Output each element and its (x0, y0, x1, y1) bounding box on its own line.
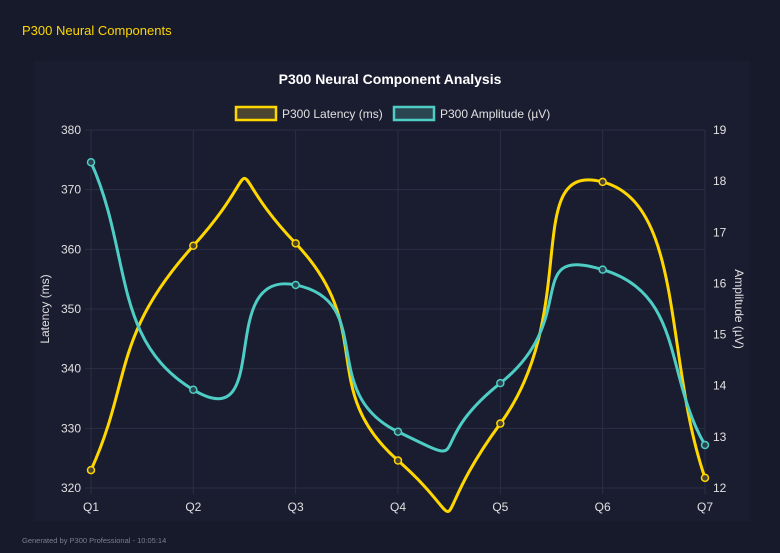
y2-tick-label: 19 (713, 123, 727, 137)
chart-card (34, 61, 750, 521)
data-point (291, 280, 300, 290)
y2-axis-label: Amplitude (µV) (732, 269, 746, 349)
y2-tick-label: 17 (713, 225, 727, 239)
legend-swatch (392, 105, 436, 122)
footer-text: Generated by P300 Professional - 10:05:1… (22, 536, 167, 545)
x-tick-label: Q2 (185, 500, 201, 514)
page-title: P300 Neural Components (22, 23, 172, 38)
y2-tick-label: 15 (713, 328, 727, 342)
y-tick-label: 330 (61, 421, 81, 435)
x-tick-label: Q6 (595, 500, 611, 514)
y-tick-label: 320 (61, 481, 81, 495)
x-tick-label: Q3 (288, 500, 304, 514)
legend-swatch (234, 105, 278, 122)
x-tick-label: Q1 (83, 500, 99, 514)
y2-tick-label: 12 (713, 481, 727, 495)
y-tick-label: 360 (61, 242, 81, 256)
x-tick-label: Q4 (390, 500, 406, 514)
y-tick-label: 370 (61, 183, 81, 197)
data-point (86, 157, 96, 167)
y2-tick-label: 18 (713, 174, 727, 188)
data-point (496, 378, 505, 388)
data-point (598, 177, 607, 187)
data-point (189, 385, 198, 395)
y2-tick-label: 16 (713, 276, 727, 290)
data-point (189, 241, 198, 251)
y-axis-label: Latency (ms) (38, 274, 52, 343)
x-tick-label: Q5 (492, 500, 508, 514)
legend-label: P300 Amplitude (µV) (440, 107, 550, 121)
data-point (598, 265, 607, 274)
data-point (86, 465, 96, 475)
y2-tick-label: 14 (713, 379, 727, 393)
data-point (393, 427, 403, 436)
legend-label: P300 Latency (ms) (282, 107, 383, 121)
x-tick-label: Q7 (697, 500, 713, 514)
y2-tick-label: 13 (713, 430, 727, 444)
series-line-latency (89, 176, 707, 513)
data-point (291, 239, 300, 248)
y-tick-label: 380 (61, 123, 81, 137)
data-point (700, 473, 710, 483)
data-point (393, 456, 403, 465)
data-point (496, 419, 505, 428)
y-tick-label: 350 (61, 302, 81, 316)
data-point (700, 440, 710, 450)
y-tick-label: 340 (61, 362, 81, 376)
chart-title: P300 Neural Component Analysis (279, 71, 502, 87)
